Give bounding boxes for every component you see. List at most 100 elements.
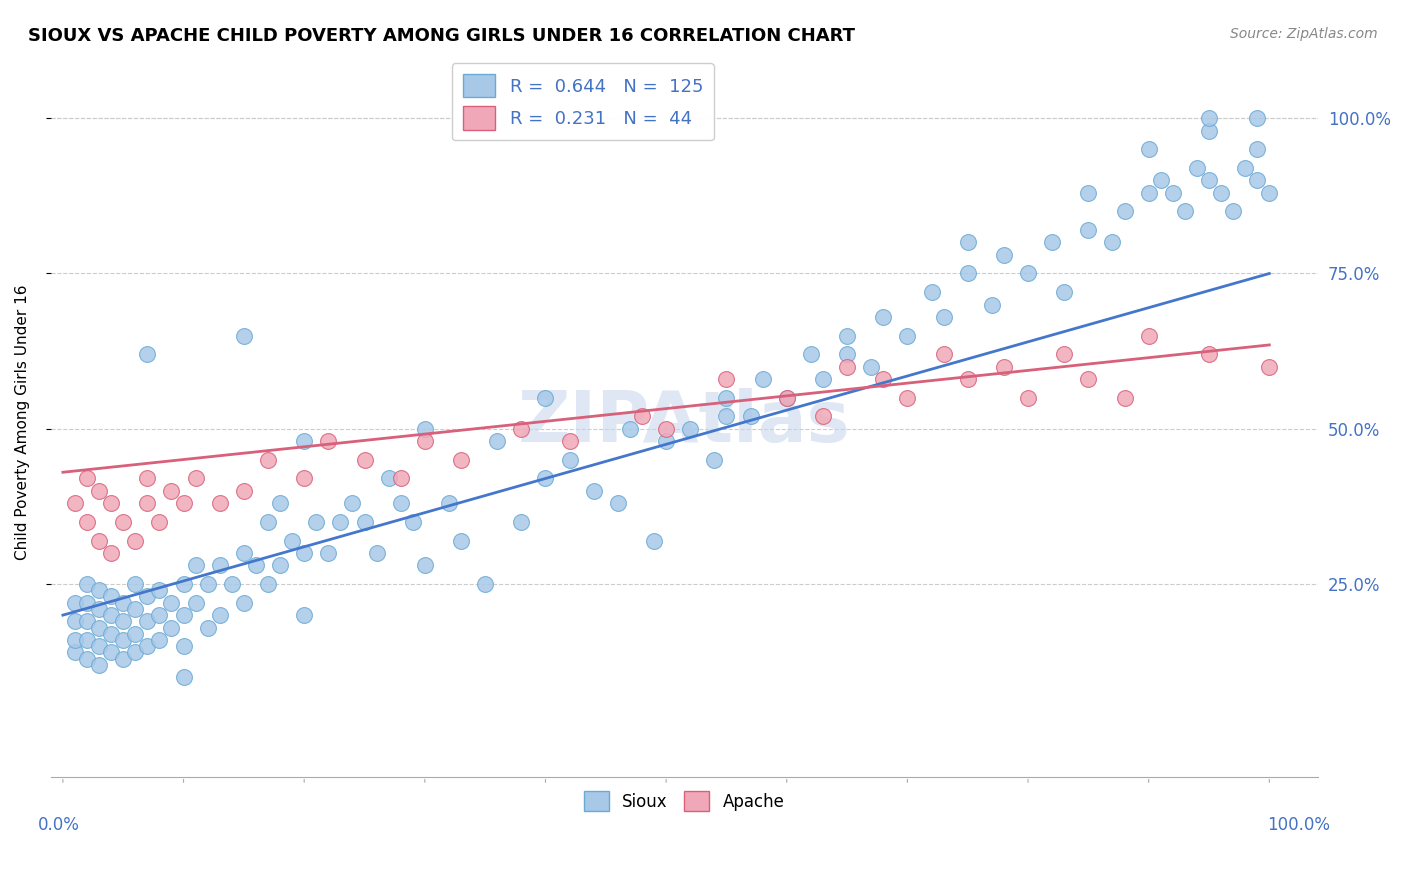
Point bbox=[136, 615, 159, 629]
Point bbox=[124, 602, 146, 616]
Point bbox=[100, 645, 122, 659]
Point bbox=[896, 328, 918, 343]
Point bbox=[980, 297, 1002, 311]
Point bbox=[402, 515, 425, 529]
Point bbox=[232, 328, 254, 343]
Point bbox=[329, 515, 352, 529]
Point bbox=[148, 608, 170, 623]
Point bbox=[184, 558, 207, 573]
Point bbox=[100, 546, 122, 560]
Point bbox=[1246, 173, 1268, 187]
Point bbox=[1161, 186, 1184, 200]
Point bbox=[1258, 186, 1281, 200]
Point bbox=[63, 615, 86, 629]
Point bbox=[353, 515, 375, 529]
Point bbox=[413, 434, 436, 449]
Point bbox=[606, 496, 628, 510]
Point bbox=[76, 515, 98, 529]
Point bbox=[1053, 347, 1076, 361]
Point bbox=[112, 632, 135, 647]
Point bbox=[993, 359, 1015, 374]
Point bbox=[716, 391, 738, 405]
Point bbox=[486, 434, 509, 449]
Point bbox=[232, 546, 254, 560]
Point bbox=[184, 471, 207, 485]
Point bbox=[921, 285, 943, 300]
Point bbox=[1137, 186, 1160, 200]
Point bbox=[76, 596, 98, 610]
Point bbox=[835, 347, 858, 361]
Text: 0.0%: 0.0% bbox=[38, 815, 80, 833]
Point bbox=[1185, 161, 1208, 175]
Point bbox=[173, 670, 195, 684]
Point bbox=[1246, 112, 1268, 126]
Point bbox=[76, 615, 98, 629]
Point bbox=[1077, 186, 1099, 200]
Point bbox=[318, 546, 340, 560]
Point bbox=[257, 577, 280, 591]
Point bbox=[1198, 112, 1220, 126]
Point bbox=[1150, 173, 1173, 187]
Point bbox=[956, 267, 979, 281]
Point bbox=[173, 639, 195, 653]
Point bbox=[643, 533, 665, 548]
Point bbox=[184, 596, 207, 610]
Point bbox=[860, 359, 883, 374]
Point bbox=[389, 496, 412, 510]
Point bbox=[956, 372, 979, 386]
Point bbox=[716, 372, 738, 386]
Point bbox=[655, 422, 678, 436]
Point bbox=[148, 515, 170, 529]
Point bbox=[811, 372, 834, 386]
Point bbox=[835, 328, 858, 343]
Point bbox=[269, 558, 291, 573]
Point bbox=[1209, 186, 1232, 200]
Point bbox=[1077, 223, 1099, 237]
Point bbox=[100, 608, 122, 623]
Point bbox=[1137, 142, 1160, 156]
Point bbox=[136, 590, 159, 604]
Point bbox=[87, 639, 110, 653]
Point bbox=[1017, 267, 1039, 281]
Point bbox=[740, 409, 762, 424]
Point bbox=[377, 471, 399, 485]
Point bbox=[800, 347, 823, 361]
Point bbox=[1017, 391, 1039, 405]
Point bbox=[1077, 372, 1099, 386]
Point bbox=[413, 558, 436, 573]
Point bbox=[776, 391, 799, 405]
Point bbox=[1198, 173, 1220, 187]
Point bbox=[510, 515, 533, 529]
Point bbox=[1040, 235, 1063, 250]
Point bbox=[173, 496, 195, 510]
Point bbox=[776, 391, 799, 405]
Point bbox=[136, 639, 159, 653]
Point bbox=[932, 347, 955, 361]
Point bbox=[993, 248, 1015, 262]
Point bbox=[631, 409, 654, 424]
Point bbox=[437, 496, 460, 510]
Point bbox=[124, 626, 146, 640]
Point bbox=[269, 496, 291, 510]
Point bbox=[450, 533, 472, 548]
Point bbox=[1198, 123, 1220, 137]
Point bbox=[896, 391, 918, 405]
Point bbox=[558, 453, 581, 467]
Point bbox=[76, 632, 98, 647]
Point bbox=[87, 657, 110, 672]
Point bbox=[148, 632, 170, 647]
Point bbox=[292, 546, 315, 560]
Point bbox=[1174, 204, 1197, 219]
Point bbox=[124, 645, 146, 659]
Point bbox=[582, 483, 605, 498]
Point bbox=[112, 615, 135, 629]
Point bbox=[872, 372, 894, 386]
Point bbox=[558, 434, 581, 449]
Point bbox=[87, 621, 110, 635]
Point bbox=[160, 596, 183, 610]
Point bbox=[124, 533, 146, 548]
Point bbox=[197, 621, 219, 635]
Point bbox=[257, 515, 280, 529]
Point bbox=[956, 235, 979, 250]
Point bbox=[450, 453, 472, 467]
